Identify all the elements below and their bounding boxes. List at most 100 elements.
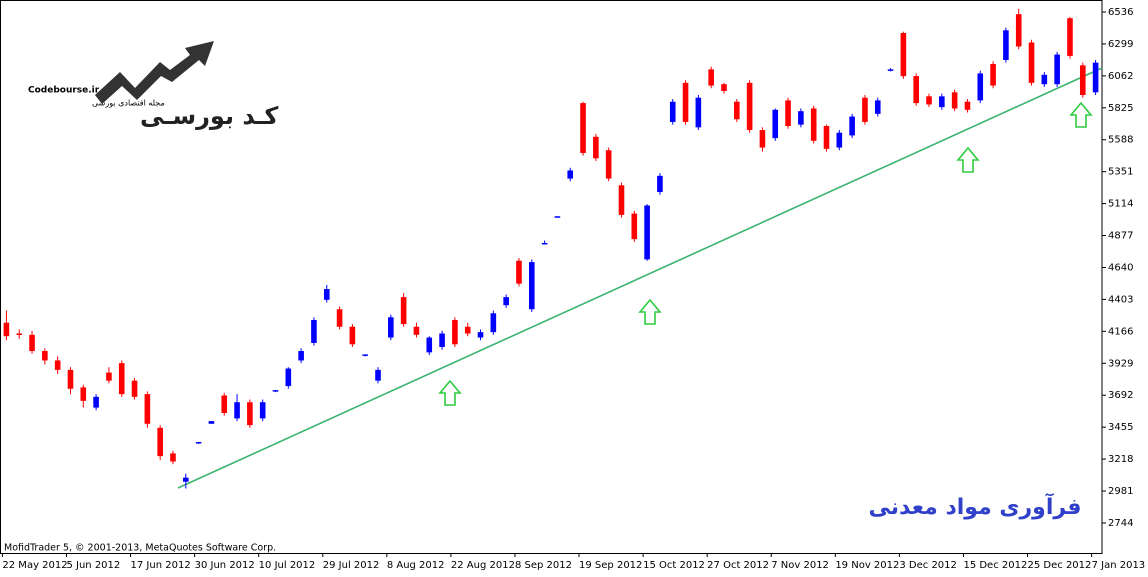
candle-body bbox=[823, 125, 830, 149]
candle-body bbox=[272, 390, 279, 392]
x-tick-label: 15 Oct 2012 bbox=[643, 560, 705, 571]
candle-body bbox=[93, 396, 99, 408]
candle-body bbox=[669, 101, 676, 122]
candle-body bbox=[1028, 42, 1035, 83]
x-tick-label: 10 Jul 2012 bbox=[259, 560, 316, 571]
up-arrow bbox=[438, 379, 462, 406]
candle-body bbox=[1015, 14, 1022, 47]
candle-body bbox=[657, 175, 663, 193]
candle-body bbox=[3, 322, 10, 337]
candle-body bbox=[926, 96, 932, 105]
x-tick-label: 8 Aug 2012 bbox=[387, 560, 445, 571]
candle-body bbox=[862, 97, 868, 122]
candle-body bbox=[426, 337, 433, 353]
arrows bbox=[438, 101, 1093, 406]
candle-body bbox=[516, 260, 522, 284]
candle-body bbox=[311, 320, 317, 343]
y-tick-label: 6062 bbox=[1108, 71, 1133, 82]
candle-body bbox=[849, 116, 855, 136]
y-tick-label: 6536 bbox=[1108, 7, 1133, 18]
candle-body bbox=[708, 69, 714, 86]
candle-body bbox=[452, 320, 458, 345]
plot-frame bbox=[0, 0, 1103, 554]
chart-title: فرآوری مواد معدنی bbox=[869, 492, 1082, 520]
y-tick-label: 3692 bbox=[1108, 390, 1133, 401]
candle-body bbox=[106, 372, 112, 381]
candle-body bbox=[874, 100, 881, 114]
candle-body bbox=[746, 82, 753, 131]
candle-body bbox=[413, 326, 420, 335]
trend-line bbox=[177, 67, 1103, 489]
candle-body bbox=[593, 136, 599, 159]
x-tick-label: 5 Jun 2012 bbox=[66, 560, 120, 571]
candle-body bbox=[144, 394, 151, 424]
candle-body bbox=[1079, 65, 1086, 95]
candle-body bbox=[131, 380, 138, 397]
copyright: MofidTrader 5, © 2001-2013, MetaQuotes S… bbox=[4, 543, 276, 554]
x-tick-label: 22 Aug 2012 bbox=[451, 560, 515, 571]
x-tick-label: 19 Sep 2012 bbox=[579, 560, 642, 571]
y-tick-label: 2981 bbox=[1108, 486, 1133, 497]
candle-body bbox=[721, 84, 727, 91]
candle-body bbox=[682, 82, 689, 122]
x-tick-label: 29 Jul 2012 bbox=[323, 560, 380, 571]
logo-tagline: مجله اقتصادی بورسی bbox=[92, 99, 165, 108]
logo-name: کـد بورسـی bbox=[140, 102, 278, 130]
candle-body bbox=[477, 332, 484, 338]
x-tick-label: 8 Sep 2012 bbox=[515, 560, 572, 571]
candle-body bbox=[798, 111, 804, 125]
candle-body bbox=[528, 262, 535, 310]
candle-body bbox=[234, 402, 240, 419]
candle-body bbox=[298, 351, 304, 361]
candle-body bbox=[759, 130, 766, 148]
x-tick-label: 15 Dec 2012 bbox=[963, 560, 1027, 571]
y-tick-label: 4403 bbox=[1108, 294, 1133, 305]
candle-body bbox=[247, 402, 253, 426]
candle-body bbox=[195, 441, 202, 444]
candle-body bbox=[1092, 62, 1099, 93]
logo: Codebourse.ir مجله اقتصادی بورسی کـد بور… bbox=[28, 41, 278, 130]
candle-body bbox=[772, 109, 779, 139]
candle-body bbox=[695, 97, 702, 128]
candle-body bbox=[259, 402, 266, 419]
y-tick-label: 3455 bbox=[1108, 422, 1133, 433]
candle-body bbox=[362, 354, 368, 356]
candle-body bbox=[349, 326, 356, 345]
x-tick-label: 30 Jun 2012 bbox=[195, 560, 255, 571]
y-tick-label: 4877 bbox=[1108, 231, 1133, 242]
y-tick-label: 4640 bbox=[1108, 262, 1133, 273]
candle-body bbox=[567, 170, 574, 179]
candle-body bbox=[605, 150, 612, 179]
candle-body bbox=[1067, 18, 1073, 56]
candle-body bbox=[580, 103, 586, 153]
candle-body bbox=[118, 363, 125, 395]
candle-body bbox=[323, 289, 330, 300]
candle-body bbox=[336, 309, 343, 327]
x-tick-label: 7 Jan 2013 bbox=[1092, 560, 1146, 571]
x-tick-label: 22 May 2012 bbox=[2, 560, 67, 571]
candle-body bbox=[375, 369, 381, 381]
candle-body bbox=[42, 351, 48, 361]
candle-body bbox=[836, 132, 843, 148]
candle-body bbox=[644, 205, 650, 260]
candle-body bbox=[964, 101, 971, 110]
candle-body bbox=[208, 421, 215, 424]
candle-body bbox=[54, 360, 61, 370]
up-arrow bbox=[1069, 101, 1093, 128]
candle-body bbox=[977, 73, 984, 101]
candle-body bbox=[490, 313, 497, 333]
up-arrow bbox=[956, 146, 980, 173]
candle-body bbox=[29, 334, 35, 352]
candle-body bbox=[887, 69, 894, 71]
candle-body bbox=[1054, 54, 1060, 85]
y-tick-label: 4166 bbox=[1108, 326, 1133, 337]
candle-body bbox=[810, 108, 817, 141]
candle-body bbox=[439, 333, 445, 347]
candle-body bbox=[951, 92, 958, 109]
y-tick-label: 2744 bbox=[1108, 518, 1133, 529]
logo-arrow bbox=[95, 41, 214, 104]
candle-body bbox=[900, 33, 907, 77]
candle-body bbox=[16, 333, 23, 335]
candle-body bbox=[157, 427, 163, 457]
